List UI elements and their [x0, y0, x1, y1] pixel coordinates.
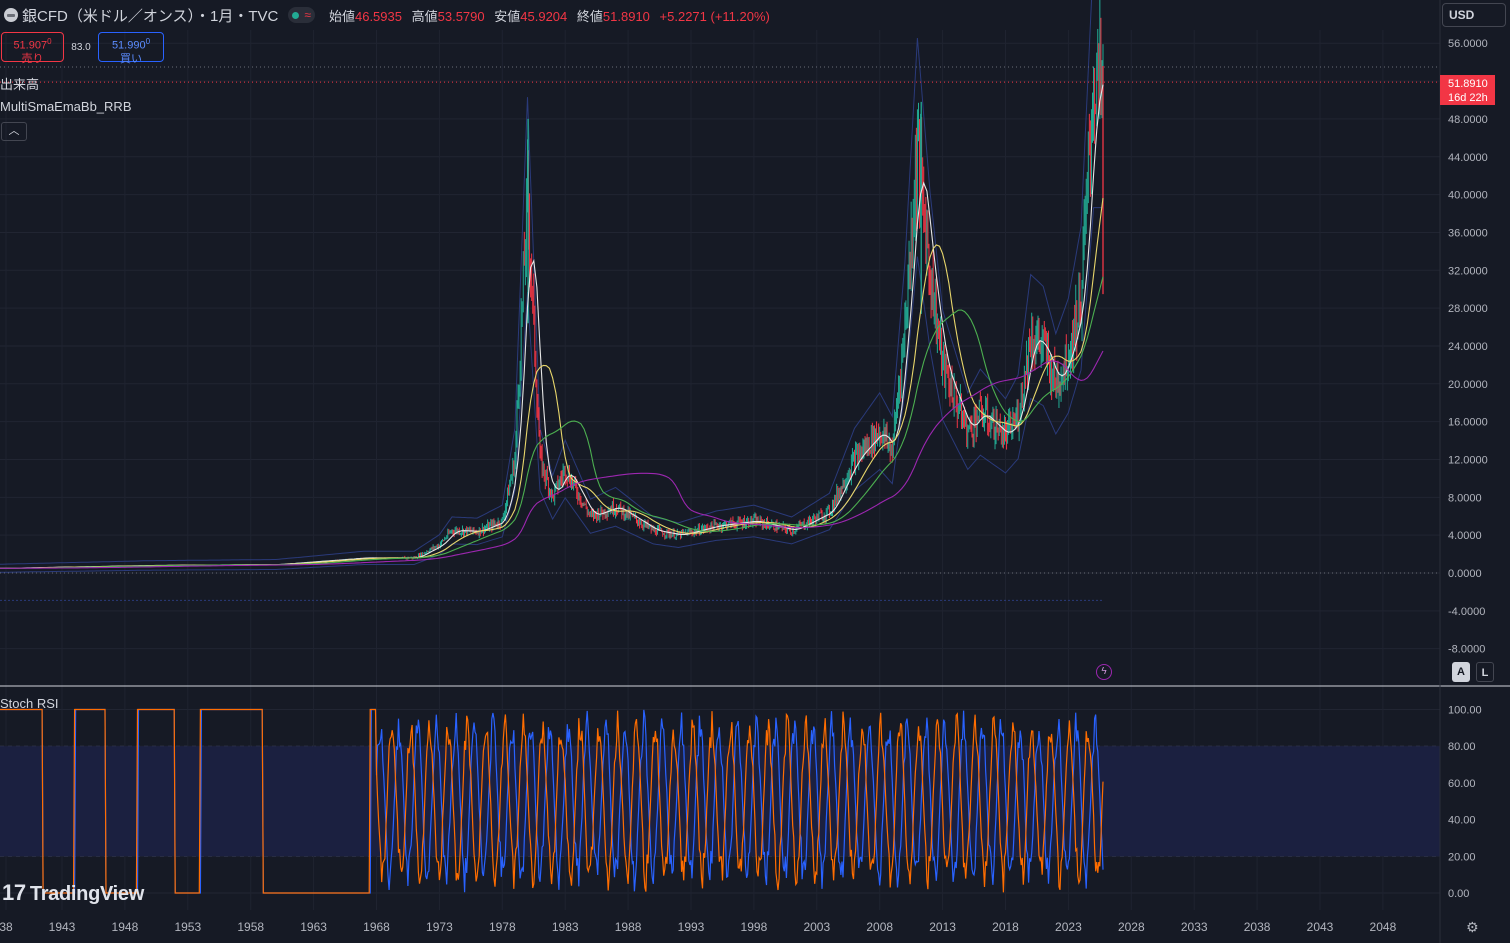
last-price-value: 51.8910: [1448, 77, 1495, 91]
time-axis-tick: 1978: [489, 920, 516, 934]
volume-indicator-label[interactable]: 出来高: [0, 74, 39, 93]
price-axis-tick: 20.0000: [1448, 379, 1488, 391]
price-axis-tick: 36.0000: [1448, 227, 1488, 239]
time-axis-tick: 2048: [1370, 920, 1397, 934]
ohlc-close-label: 終値: [577, 9, 603, 24]
sell-price: 51.907: [13, 40, 47, 52]
price-axis-tick: 48.0000: [1448, 114, 1488, 126]
ohlc-low-label: 安値: [494, 9, 520, 24]
buy-button[interactable]: 51.9900 買い: [98, 32, 164, 62]
stoch-band: [0, 746, 1440, 856]
currency-button[interactable]: USD: [1442, 3, 1506, 27]
buy-price: 51.990: [112, 40, 146, 52]
time-axis-tick: 2023: [1055, 920, 1082, 934]
lightning-icon[interactable]: ϟ: [1096, 664, 1112, 680]
price-axis-tick: 56.0000: [1448, 38, 1488, 50]
price-axis-tick: 44.0000: [1448, 152, 1488, 164]
time-axis-tick: 1988: [615, 920, 642, 934]
price-axis-tick: 40.0000: [1448, 190, 1488, 202]
time-axis-tick: 1998: [741, 920, 768, 934]
buy-price-sup: 0: [146, 37, 150, 46]
stoch-rsi-label[interactable]: Stoch RSI: [0, 696, 59, 711]
price-axis-tick: 16.0000: [1448, 417, 1488, 429]
market-status-dot-icon: [292, 12, 299, 19]
time-axis-tick: 1973: [426, 920, 453, 934]
time-axis-tick: 2003: [803, 920, 830, 934]
time-axis-tick: 2013: [929, 920, 956, 934]
time-axis-tick: 1983: [552, 920, 579, 934]
stoch-axis-tick: 20.00: [1448, 851, 1476, 863]
price-axis-tick: 28.0000: [1448, 303, 1488, 315]
tradingview-logo[interactable]: 17 TradingView: [2, 880, 144, 906]
log-scale-button[interactable]: L: [1476, 662, 1494, 682]
spread-value: 83.0: [64, 42, 98, 53]
ohlc-values: 始値46.5935 高値53.5790 安値45.9204 終値51.8910 …: [329, 6, 776, 25]
time-axis-tick: 2008: [866, 920, 893, 934]
sma-yellow-line: [0, 198, 1103, 568]
sell-price-sup: 0: [47, 37, 51, 46]
ohlc-close-value: 51.8910: [603, 9, 650, 24]
price-axis-tick: -8.0000: [1448, 644, 1485, 656]
auto-scale-button[interactable]: A: [1452, 662, 1470, 682]
price-axis-tick: 4.0000: [1448, 530, 1482, 542]
time-axis-tick: 1993: [678, 920, 705, 934]
time-axis-tick: 2043: [1307, 920, 1334, 934]
stoch-axis-tick: 40.00: [1448, 815, 1476, 827]
wave-icon: ≈: [304, 9, 311, 21]
price-axis-tick: 24.0000: [1448, 341, 1488, 353]
stoch-axis-tick: 80.00: [1448, 741, 1476, 753]
trade-panel: 51.9070 売り 83.0 51.9900 買い: [1, 32, 164, 62]
ohlc-change-value: +5.2271 (+11.20%): [660, 9, 770, 24]
last-price-tag: 51.8910 16d 22h: [1440, 75, 1495, 105]
price-axis-tick: 0.0000: [1448, 568, 1482, 580]
stoch-axis-tick: 0.00: [1448, 888, 1469, 900]
time-axis-tick: 2028: [1118, 920, 1145, 934]
time-axis-tick: 2038: [1244, 920, 1271, 934]
time-axis-tick: 1963: [300, 920, 327, 934]
time-axis-tick: 1948: [112, 920, 139, 934]
sell-button[interactable]: 51.9070 売り: [1, 32, 64, 62]
time-axis-tick: 1968: [363, 920, 390, 934]
sell-label: 売り: [2, 53, 63, 66]
stoch-axis-tick: 100.00: [1448, 705, 1482, 717]
silver-coin-icon: [4, 8, 18, 22]
ohlc-high-label: 高値: [412, 9, 438, 24]
price-axis-tick: 32.0000: [1448, 265, 1488, 277]
gear-icon[interactable]: ⚙: [1466, 919, 1479, 936]
bar-countdown: 16d 22h: [1448, 91, 1495, 105]
price-axis-tick: 12.0000: [1448, 454, 1488, 466]
ohlc-high-value: 53.5790: [438, 9, 485, 24]
time-axis-tick: 1943: [49, 920, 76, 934]
time-axis-tick: 38: [0, 920, 13, 934]
ohlc-open-label: 始値: [329, 9, 355, 24]
price-axis-tick: 8.0000: [1448, 492, 1482, 504]
symbol-title[interactable]: 銀CFD（米ドル／オンス）・1月・TVC: [22, 5, 278, 26]
collapse-chevron-icon[interactable]: ︿: [1, 122, 27, 141]
stoch-axis-tick: 60.00: [1448, 778, 1476, 790]
time-axis-tick: 2018: [992, 920, 1019, 934]
logo-text: TradingView: [30, 883, 144, 905]
time-axis-tick: 1953: [174, 920, 201, 934]
price-axis-tick: -4.0000: [1448, 606, 1485, 618]
ohlc-open-value: 46.5935: [355, 9, 402, 24]
time-axis-tick: 2033: [1181, 920, 1208, 934]
time-axis-tick: 1958: [237, 920, 264, 934]
buy-label: 買い: [99, 53, 163, 66]
symbol-header: 銀CFD（米ドル／オンス）・1月・TVC ≈ 始値46.5935 高値53.57…: [0, 4, 776, 26]
ma-indicator-label[interactable]: MultiSmaEmaBb_RRB: [0, 99, 132, 114]
market-status[interactable]: ≈: [288, 7, 315, 23]
tradingview-logo-icon: 17: [2, 880, 26, 905]
ohlc-low-value: 45.9204: [520, 9, 567, 24]
